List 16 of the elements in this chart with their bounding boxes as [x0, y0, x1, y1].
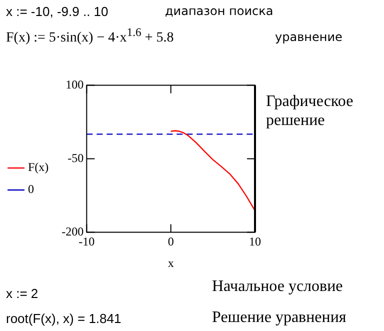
text: уравнение — [275, 30, 342, 44]
x-tick-label: 10 — [249, 234, 261, 249]
legend-label: 0 — [28, 182, 34, 196]
text: Начальное условие — [212, 277, 343, 296]
text: x := 2 — [6, 286, 38, 302]
text: диапазон поиска — [165, 4, 274, 18]
x-axis-title: x — [168, 256, 174, 270]
x-tick-label: 0 — [168, 234, 174, 249]
text: root(F(x), x) = 1.841 — [6, 311, 122, 327]
text: Графическое решение — [266, 92, 354, 130]
y-tick-label: -50 — [68, 150, 84, 165]
text: F(x) := 5·sin(x) − 4·x$^{1.6}$ + 5.8 — [6, 26, 174, 48]
legend-label: F(x) — [28, 160, 49, 174]
text: x := -10, -9.9 .. 10 — [6, 4, 108, 20]
y-tick-label: 100 — [66, 77, 84, 92]
text: Решение уравнения — [212, 308, 346, 328]
